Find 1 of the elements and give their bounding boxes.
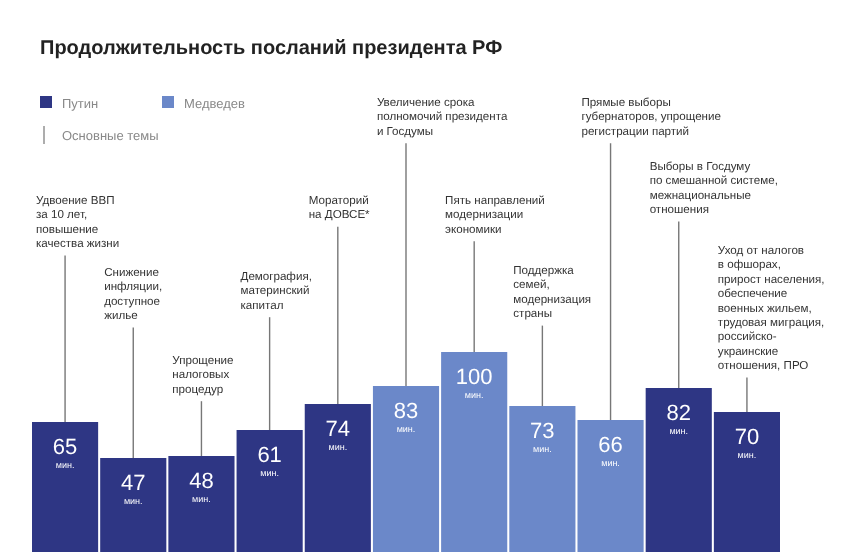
chart-title: Продолжительность посланий президента РФ — [40, 38, 504, 60]
